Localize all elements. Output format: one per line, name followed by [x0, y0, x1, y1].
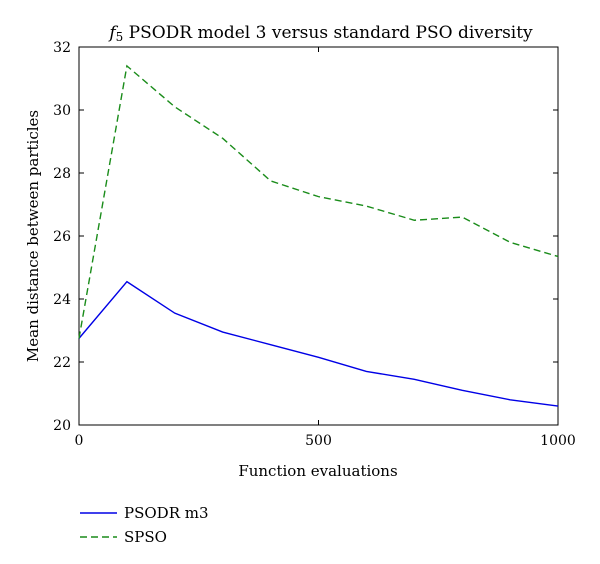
x-tick-label: 1000: [540, 433, 576, 449]
y-tick-label: 30: [53, 103, 71, 119]
chart-title-main: PSODR model 3 versus standard PSO divers…: [123, 23, 533, 43]
legend-label-1: PSODR m3: [124, 504, 209, 522]
chart-title-italic: f: [107, 23, 118, 43]
y-axis-label: Mean distance between particles: [24, 110, 42, 362]
series-line-1: [78, 280, 559, 407]
plot-area-frame: [78, 46, 559, 426]
y-tick-label: 32: [53, 40, 71, 56]
y-tick-label: 20: [53, 418, 71, 434]
legend: PSODR m3 SPSO: [80, 504, 209, 546]
chart-title-subscript: 5: [116, 30, 124, 44]
x-tick-label: 500: [305, 433, 332, 449]
legend-label-2: SPSO: [124, 528, 167, 546]
x-axis-label: Function evaluations: [238, 462, 397, 480]
y-tick-label: 28: [53, 166, 71, 182]
y-tick-label: 24: [53, 292, 71, 308]
chart-title: f5 PSODR model 3 versus standard PSO div…: [107, 23, 533, 44]
x-tick-label: 0: [75, 433, 84, 449]
y-tick-label: 22: [53, 355, 71, 371]
y-tick-label: 26: [53, 229, 71, 245]
series-line-2: [78, 64, 559, 339]
